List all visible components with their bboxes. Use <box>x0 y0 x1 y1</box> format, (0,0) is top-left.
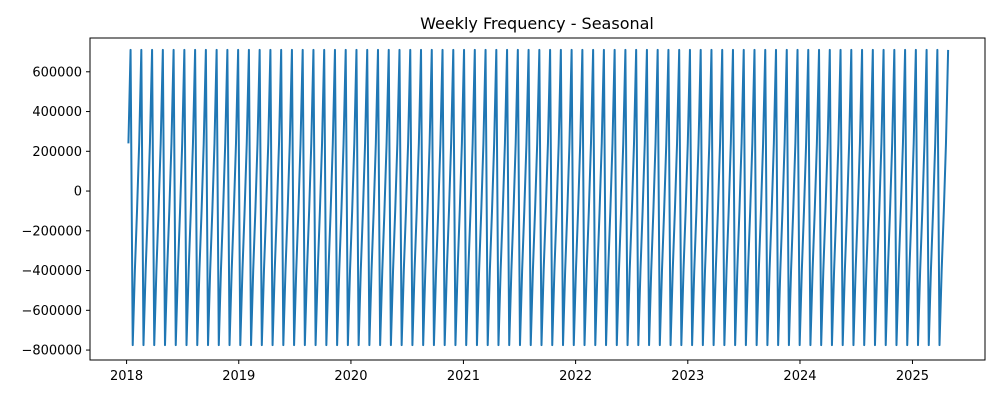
x-tick-label: 2021 <box>447 369 480 384</box>
plot-area <box>127 48 950 347</box>
plot-frame <box>89 37 986 361</box>
y-tick-label: 400000 <box>32 105 82 120</box>
x-tick-label: 2025 <box>896 369 929 384</box>
y-axis: 600000 400000 200000 0 −200000 −400000 −600000… <box>21 65 90 359</box>
y-tick-label: 0 <box>74 185 82 200</box>
x-tick-label: 2024 <box>783 369 816 384</box>
x-tick-label: 2022 <box>559 369 592 384</box>
y-tick-label: −200000 <box>21 224 82 239</box>
y-tick-label: −800000 <box>21 344 82 359</box>
x-tick-label: 2018 <box>110 369 143 384</box>
y-tick-label: 600000 <box>32 65 82 80</box>
y-tick-label: −600000 <box>21 304 82 319</box>
seasonal-series-line <box>127 48 950 347</box>
x-tick-label: 2019 <box>222 369 255 384</box>
chart-title: Weekly Frequency - Seasonal <box>420 14 654 33</box>
x-axis: 2018 2019 2020 2021 2022 2023 2024 2025 <box>110 360 929 384</box>
y-tick-label: −400000 <box>21 264 82 279</box>
y-tick-label: 200000 <box>32 145 82 160</box>
x-tick-label: 2020 <box>334 369 367 384</box>
x-tick-label: 2023 <box>671 369 704 384</box>
